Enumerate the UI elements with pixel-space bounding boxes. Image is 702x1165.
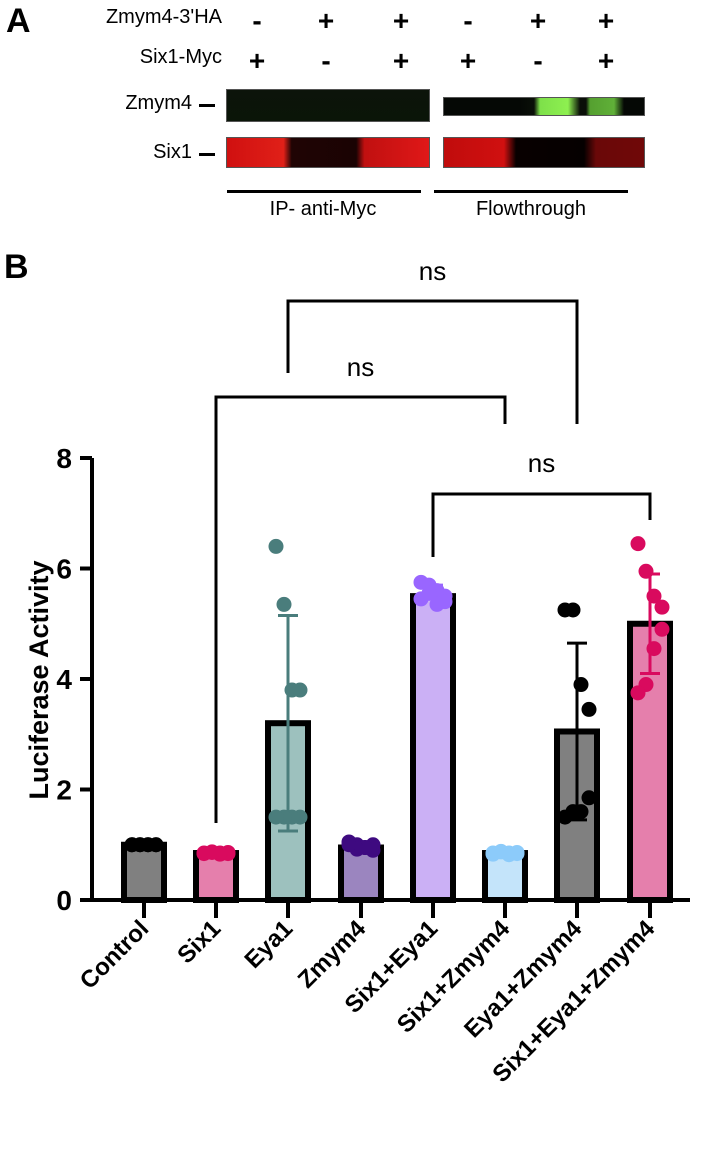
blot-zmym4-ip (226, 89, 430, 122)
x-tick-label: Eya1 (240, 915, 299, 974)
x-tick-label: Control (75, 915, 154, 994)
y-tick-label: 8 (56, 443, 72, 474)
panel-a-letter: A (6, 2, 31, 40)
marker-dash (199, 104, 215, 107)
plus-sign: + (597, 45, 615, 76)
y-tick-label: 6 (56, 554, 72, 585)
data-point (646, 641, 662, 657)
blot-zmym4-flowthrough (443, 97, 645, 116)
minus-sign: - (463, 5, 473, 36)
data-point (196, 846, 212, 862)
data-point (557, 809, 573, 825)
condition-label-six1-myc: Six1-Myc (139, 46, 222, 68)
data-point (654, 599, 670, 615)
group-underline-ip (227, 190, 421, 193)
data-point (429, 596, 445, 612)
minus-sign: - (321, 45, 331, 76)
data-point (581, 790, 597, 806)
minus-sign: - (252, 5, 262, 36)
plus-sign: + (392, 5, 410, 36)
bar-control (121, 841, 167, 903)
data-point (630, 685, 646, 701)
data-point (638, 563, 654, 579)
group-underline-flowthrough (434, 190, 628, 193)
data-point (485, 846, 501, 862)
data-point (630, 536, 646, 552)
data-point (268, 809, 284, 825)
data-point (413, 591, 429, 607)
blot-six1-flowthrough (443, 137, 645, 168)
significance-label: ns (419, 256, 446, 286)
data-point (581, 701, 597, 717)
data-point (276, 596, 292, 612)
band-label-zmym4: Zmym4 (125, 92, 192, 114)
condition-label-zmym4-ha: Zmym4-3'HA (105, 6, 222, 28)
plus-sign: + (392, 45, 410, 76)
group-label-flowthrough: Flowthrough (475, 198, 587, 220)
data-point (124, 837, 140, 853)
significance-bracket (214, 395, 507, 823)
x-tick-label: Six1 (172, 915, 226, 969)
data-point (341, 837, 357, 853)
minus-sign: - (533, 45, 543, 76)
data-point (646, 588, 662, 604)
data-point (268, 538, 284, 554)
data-point (565, 602, 581, 618)
data-point (573, 677, 589, 693)
data-point (654, 621, 670, 637)
bar-six1-eya1 (410, 593, 456, 903)
significance-label: ns (528, 448, 555, 478)
significance-label: ns (347, 352, 374, 382)
plus-sign: + (317, 5, 335, 36)
significance-bracket (431, 492, 652, 557)
blot-six1-ip (226, 137, 430, 168)
y-tick-label: 4 (56, 664, 72, 695)
band-label-six1: Six1 (153, 141, 192, 163)
plus-sign: + (597, 5, 615, 36)
y-tick-label: 2 (56, 775, 72, 806)
plus-sign: + (459, 45, 477, 76)
group-label-ip: IP- anti-Myc (269, 198, 377, 220)
plus-sign: + (248, 45, 266, 76)
y-axis-label: Luciferase Activity (24, 560, 54, 799)
data-point (292, 682, 308, 698)
panel-b-letter: B (4, 248, 29, 286)
y-tick-label: 0 (56, 885, 72, 916)
significance-bracket (286, 299, 579, 424)
marker-dash (199, 153, 215, 156)
plus-sign: + (529, 5, 547, 36)
